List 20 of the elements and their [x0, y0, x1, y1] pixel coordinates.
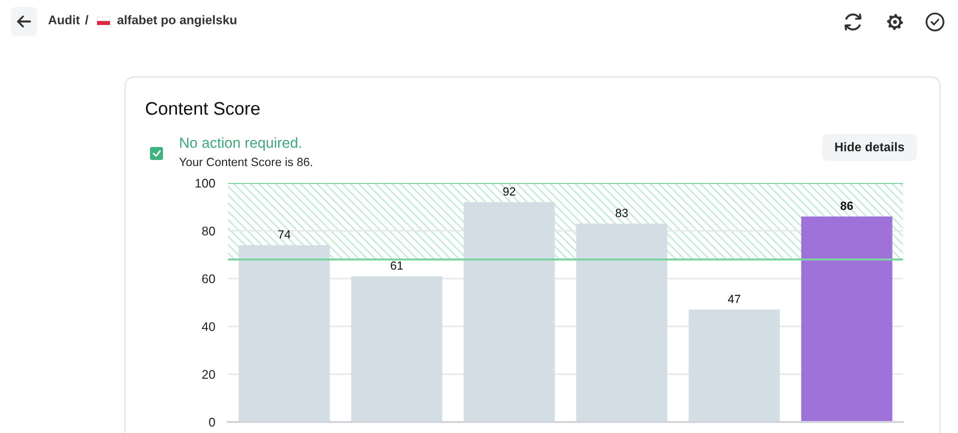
text: Hide details: [835, 142, 904, 152]
y-tick-label: 40: [202, 322, 216, 332]
y-tick-label: 0: [209, 418, 216, 427]
data-label: 83: [616, 208, 628, 218]
data-label: 61: [390, 261, 403, 270]
chart-title: Content Score: [146, 102, 260, 115]
data-label: 86: [840, 202, 853, 210]
data-label: 74: [278, 230, 290, 239]
bar: [801, 216, 892, 422]
text: Your Content Score is 86.: [179, 157, 312, 166]
y-tick-label: 20: [202, 370, 216, 379]
text: Audit: [48, 15, 80, 24]
data-label: 47: [728, 294, 740, 304]
y-tick-label: 100: [196, 178, 216, 188]
y-tick-label: 80: [202, 226, 216, 236]
y-tick-label: 60: [202, 274, 216, 284]
text: alfabet po angielsku: [117, 15, 236, 27]
data-label: 92: [503, 187, 516, 196]
text: No action required.: [180, 137, 301, 151]
text: /: [85, 15, 88, 24]
